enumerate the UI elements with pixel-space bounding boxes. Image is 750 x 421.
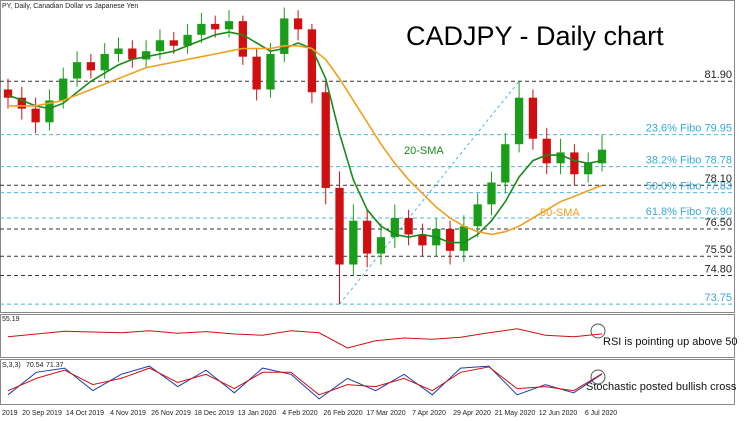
candle-body — [459, 226, 469, 251]
x-tick-label: 4 Nov 2019 — [110, 410, 146, 417]
stochastic-highlight — [590, 369, 606, 385]
x-tick-label: 21 May 2020 — [495, 410, 536, 417]
candle-body — [266, 53, 275, 90]
candle-body — [321, 92, 330, 188]
x-tick-label: 4 Feb 2020 — [282, 410, 318, 417]
chart-header: PY, Daily, Canadian Dollar vs Japanese Y… — [2, 3, 138, 10]
x-tick-label: 2019 — [2, 410, 18, 417]
candle-body — [376, 237, 386, 254]
candle-body — [59, 78, 68, 101]
x-tick-label: 14 Oct 2019 — [66, 410, 104, 417]
candle-body — [169, 40, 178, 46]
stochastic-d-value: 71.37 — [46, 362, 64, 369]
x-tick-label: 6 Jul 2020 — [585, 410, 617, 417]
legend-sma20: 20-SMA — [404, 145, 444, 157]
x-tick-label: 13 Jan 2020 — [238, 410, 277, 417]
level-label: 75.50 — [704, 244, 732, 256]
candle-body — [211, 23, 220, 30]
x-tick-label: 18 Dec 2019 — [194, 410, 234, 417]
x-tick-label: 7 Apr 2020 — [412, 410, 446, 417]
stochastic-panel — [0, 359, 735, 405]
x-tick-label: 26 Feb 2020 — [323, 410, 362, 417]
legend-sma50: 50-SMA — [540, 207, 580, 219]
chart-title: CADJPY - Daily chart — [406, 21, 664, 51]
candle-body — [418, 234, 427, 246]
level-label: 81.90 — [704, 69, 732, 81]
candle-body — [72, 62, 82, 79]
candle-body — [224, 21, 234, 30]
sma-line — [8, 45, 603, 236]
stochastic-label: S,3,3) — [2, 362, 21, 369]
candle-body — [542, 138, 551, 164]
rsi-highlight — [590, 323, 606, 339]
oscillator-line — [7, 366, 603, 396]
candle-body — [528, 97, 538, 139]
candle-body — [307, 29, 317, 93]
candle-body — [31, 108, 40, 123]
level-label: 74.80 — [704, 263, 732, 275]
level-label: 76.50 — [704, 217, 732, 229]
candle-body — [252, 56, 261, 90]
candle-body — [280, 18, 289, 54]
main-panel — [0, 0, 735, 313]
candle-body — [45, 100, 54, 123]
candle-body — [183, 34, 192, 46]
sma-line — [7, 31, 603, 244]
oscillator-line — [7, 328, 603, 349]
candle-body — [514, 97, 524, 145]
x-tick-label: 12 Jun 2020 — [539, 410, 578, 417]
candle-body — [487, 182, 496, 205]
level-label: 23.6% Fibo 79.95 — [646, 123, 732, 135]
level-label: 50.0% Fibo 77.83 — [646, 181, 732, 193]
candle-body — [501, 144, 510, 183]
candle-body — [570, 152, 579, 175]
candle-body — [349, 220, 358, 265]
candle-body — [155, 40, 165, 52]
candle-body — [238, 21, 247, 57]
level-label: 38.2% Fibo 78.78 — [646, 155, 732, 167]
candle-body — [141, 51, 151, 60]
candle-body — [584, 163, 593, 175]
stochastic-annotation: Stochastic posted bullish cross — [586, 381, 737, 393]
candle-body — [445, 228, 455, 251]
x-tick-label: 29 Apr 2020 — [453, 410, 491, 417]
candle-body — [404, 218, 413, 235]
candle-body — [86, 62, 96, 71]
oscillator-line — [7, 365, 603, 400]
candle-body — [17, 97, 26, 109]
rsi-panel — [0, 314, 735, 358]
candle-body — [3, 89, 13, 98]
level-label: 73.75 — [704, 292, 732, 304]
candle-body — [597, 149, 607, 164]
candle-body — [293, 18, 303, 30]
candle-body — [114, 48, 123, 54]
rsi-value: 55.19 — [2, 316, 20, 323]
candle-body — [390, 218, 399, 238]
x-tick-label: 20 Sep 2019 — [22, 410, 62, 417]
rsi-annotation: RSI is pointing up above 50 — [603, 336, 738, 348]
candle-body — [100, 53, 109, 71]
stochastic-k-value: 70.54 — [26, 362, 44, 369]
x-tick-label: 17 Mar 2020 — [366, 410, 405, 417]
candle-body — [473, 204, 482, 227]
candle-body — [197, 23, 206, 35]
candle-body — [363, 220, 372, 254]
level-label: 61.8% Fibo 76.90 — [646, 206, 732, 218]
level-label: 78.10 — [704, 173, 732, 185]
candle-body — [556, 152, 565, 164]
x-tick-label: 26 Nov 2019 — [151, 410, 191, 417]
candle-body — [335, 187, 344, 265]
candle-body — [128, 48, 137, 60]
